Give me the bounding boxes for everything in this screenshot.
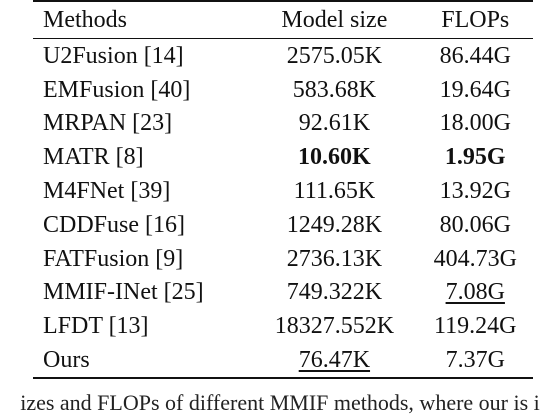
method-cell: CDDFuse [16] [43,211,185,238]
table-row: MMIF-INet [25] 749.322K 7.08G [33,276,533,310]
model-size-cell: 749.322K [286,279,383,306]
table-row: MATR [8] 10.60K 1.95G [33,140,533,174]
flops-cell: 18.00G [439,110,511,137]
header-row: Methods Model size FLOPs [33,1,533,39]
header-methods: Methods [43,7,127,33]
flops-cell-best: 1.95G [444,144,506,171]
method-cell: LFDT [13] [43,313,149,340]
table-caption: izes and FLOPs of different MMIF methods… [20,390,540,415]
model-size-cell: 2736.13K [286,245,383,272]
method-cell: EMFusion [40] [43,76,191,103]
method-cell: MRPAN [23] [43,110,173,137]
method-cell: U2Fusion [14] [43,42,184,69]
table-row: LFDT [13] 18327.552K 119.24G [33,309,533,343]
method-cell: Ours [43,347,90,374]
flops-cell: 7.37G [445,347,505,374]
table-row: FATFusion [9] 2736.13K 404.73G [33,242,533,276]
method-cell: MATR [8] [43,144,144,171]
model-size-cell: 1249.28K [286,211,383,238]
flops-cell-second: 7.08G [445,279,505,306]
table-row: M4FNet [39] 111.65K 13.92G [33,174,533,208]
comparison-table-container: Methods Model size FLOPs U2Fusion [14] 2… [33,0,533,379]
flops-cell: 19.64G [439,76,511,103]
header-flops: FLOPs [441,7,510,33]
flops-cell: 13.92G [439,178,511,205]
flops-cell: 404.73G [433,245,517,272]
comparison-table: Methods Model size FLOPs U2Fusion [14] 2… [33,0,533,379]
table-row: MRPAN [23] 92.61K 18.00G [33,107,533,141]
model-size-cell: 583.68K [292,76,377,103]
model-size-cell: 2575.05K [286,42,383,69]
header-model-size: Model size [281,7,388,33]
table-row: EMFusion [40] 583.68K 19.64G [33,73,533,107]
flops-cell: 86.44G [439,42,511,69]
model-size-cell: 92.61K [298,110,371,137]
method-cell: M4FNet [39] [43,178,171,205]
method-cell: MMIF-INet [25] [43,279,204,306]
table-row-ours: Ours 76.47K 7.37G [33,343,533,378]
model-size-cell-second-wrap: 76.47K [251,343,417,378]
table-row: CDDFuse [16] 1249.28K 80.06G [33,208,533,242]
flops-cell: 80.06G [439,211,511,238]
flops-cell: 119.24G [434,313,517,340]
model-size-cell-best: 10.60K [298,144,371,171]
method-cell: FATFusion [9] [43,245,184,272]
flops-cell-second-wrap: 7.08G [418,276,533,310]
model-size-cell-second: 76.47K [298,347,371,374]
model-size-cell: 18327.552K [274,313,395,340]
model-size-cell: 111.65K [293,178,376,205]
table-row: U2Fusion [14] 2575.05K 86.44G [33,39,533,73]
